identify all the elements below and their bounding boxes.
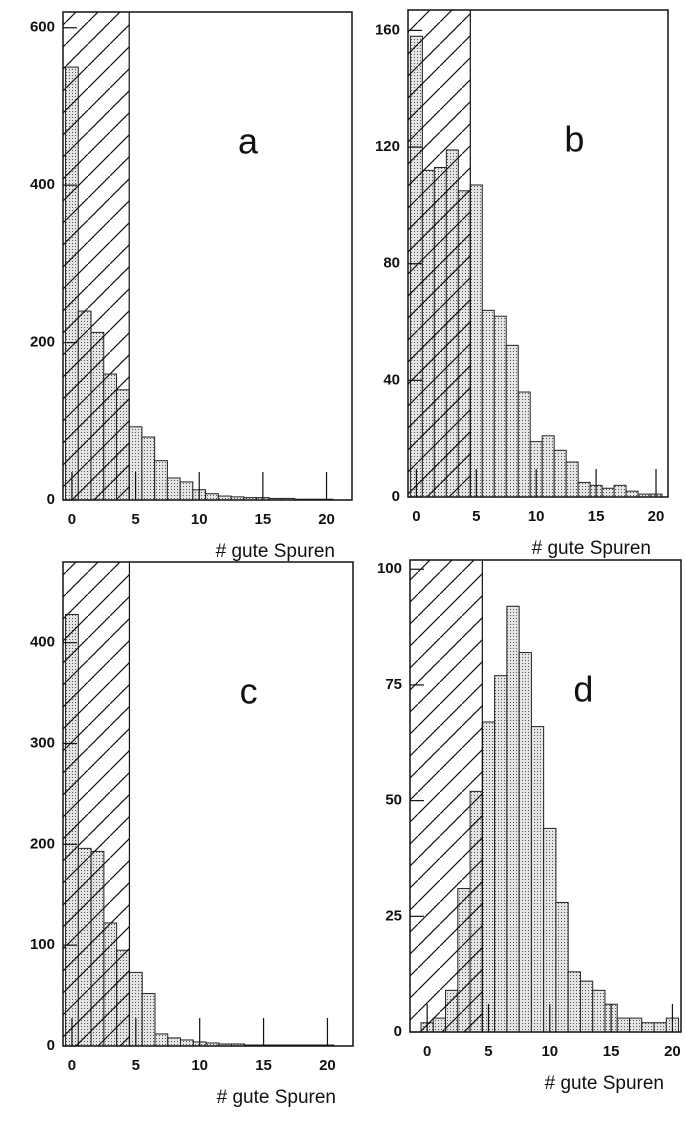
y-tick-label: 80 [383,255,400,272]
panel-label: b [564,119,584,160]
bar [653,1022,667,1033]
x-tick-label: 5 [484,1043,492,1060]
bar [567,971,581,1033]
panel-label: d [573,669,593,710]
bar [154,460,168,501]
x-tick-label: 5 [132,1057,140,1074]
y-tick-label: 75 [385,676,402,693]
bar [505,344,519,498]
y-tick-label: 600 [30,19,55,36]
bar [167,1037,182,1047]
x-tick-label: 10 [528,508,545,525]
bar [625,490,639,498]
bar [553,449,567,498]
bar [493,315,507,498]
x-tick-label: 0 [68,511,76,528]
bar [616,1017,630,1033]
x-tick-label: 0 [423,1043,431,1060]
excluded-region [408,10,471,497]
excluded-region [63,12,130,500]
x-axis-label: # gute Spuren [532,538,651,559]
y-tick-label: 400 [30,634,55,651]
bar [481,721,496,1033]
y-tick-label: 160 [375,21,400,38]
x-tick-label: 20 [318,511,335,528]
bar [180,1039,194,1047]
y-tick-label: 300 [30,734,55,751]
x-tick-label: 15 [255,1057,272,1074]
y-tick-label: 200 [30,334,55,351]
bar [530,726,545,1033]
bar [613,484,627,498]
y-tick-label: 100 [377,560,402,577]
bar [641,1022,655,1033]
bar [166,477,181,501]
x-tick-label: 15 [603,1043,620,1060]
x-tick-label: 0 [412,508,420,525]
x-tick-label: 5 [131,511,139,528]
y-tick-label: 40 [383,371,400,388]
panel-label: a [238,121,259,162]
y-tick-label: 0 [392,488,400,505]
bar [205,493,219,501]
bar [141,436,156,501]
y-tick-label: 25 [385,907,402,924]
x-axis-label: # gute Spuren [545,1073,664,1094]
bar [628,1017,643,1033]
x-tick-label: 20 [648,508,665,525]
bar [601,487,615,498]
panel-label: c [240,671,258,712]
x-tick-label: 10 [191,511,208,528]
bar [518,652,532,1033]
x-tick-label: 20 [664,1043,681,1060]
x-tick-label: 15 [588,508,605,525]
excluded-region [410,560,483,1032]
x-tick-label: 20 [319,1057,336,1074]
x-tick-label: 15 [255,511,272,528]
x-axis-label: # gute Spuren [217,1087,336,1108]
y-tick-label: 0 [394,1023,402,1040]
bar [481,309,495,498]
bar [469,184,483,498]
bar [577,481,591,498]
x-tick-label: 0 [68,1057,76,1074]
plot-frame [409,559,682,1033]
plot-frame [62,561,354,1047]
x-axis-label: # gute Spuren [216,541,335,562]
bar [541,435,555,498]
y-tick-label: 100 [30,936,55,953]
bar [141,993,156,1047]
plot-frame [62,11,353,501]
y-tick-label: 120 [375,138,400,155]
bar [555,901,569,1033]
y-tick-label: 0 [47,491,55,508]
y-tick-label: 400 [30,176,55,193]
bar [494,675,508,1033]
y-tick-label: 0 [47,1037,55,1054]
bar [179,481,194,501]
bar [565,461,579,498]
bar [592,989,606,1033]
x-tick-label: 10 [541,1043,558,1060]
bar [579,980,594,1033]
bar [506,605,520,1033]
x-tick-label: 10 [191,1057,208,1074]
bar [543,827,557,1033]
x-tick-label: 5 [472,508,480,525]
y-tick-label: 50 [385,792,402,809]
excluded-region [63,562,130,1046]
bar [517,391,531,498]
bar [154,1033,169,1047]
plot-frame [407,9,669,498]
y-tick-label: 200 [30,835,55,852]
